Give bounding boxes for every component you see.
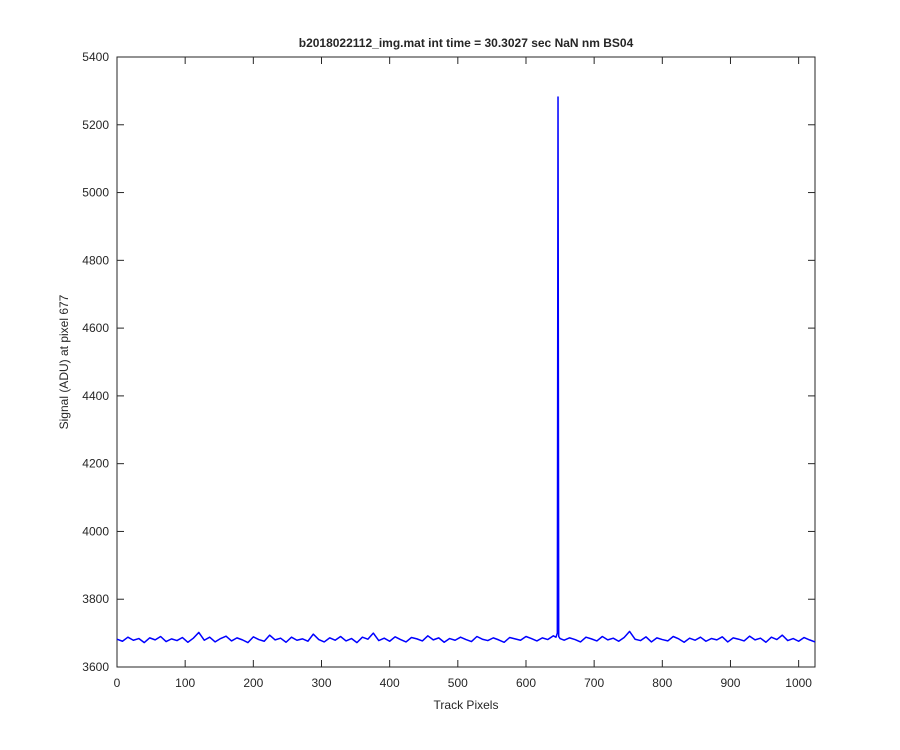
x-tick-label: 900 [720,676,740,690]
y-tick-label: 4600 [82,321,109,335]
x-tick-label: 500 [448,676,468,690]
x-tick-label: 600 [516,676,536,690]
x-tick-label: 1000 [785,676,812,690]
y-tick-label: 5400 [82,50,109,64]
y-tick-label: 3800 [82,592,109,606]
x-tick-label: 200 [243,676,263,690]
y-tick-label: 4200 [82,457,109,471]
x-tick-label: 800 [652,676,672,690]
y-tick-label: 4800 [82,253,109,267]
y-tick-label: 3600 [82,660,109,674]
x-axis-label: Track Pixels [434,698,499,712]
y-tick-label: 5000 [82,186,109,200]
chart-title: b2018022112_img.mat int time = 30.3027 s… [299,36,634,50]
y-tick-label: 5200 [82,118,109,132]
plot-area [116,56,816,668]
data-line [116,96,816,644]
x-tick-label: 700 [584,676,604,690]
y-axis-label: Signal (ADU) at pixel 677 [57,294,71,429]
x-tick-label: 300 [311,676,331,690]
x-tick-label: 400 [380,676,400,690]
y-tick-label: 4400 [82,389,109,403]
x-tick-label: 0 [114,676,121,690]
y-tick-label: 4000 [82,524,109,538]
x-tick-label: 100 [175,676,195,690]
